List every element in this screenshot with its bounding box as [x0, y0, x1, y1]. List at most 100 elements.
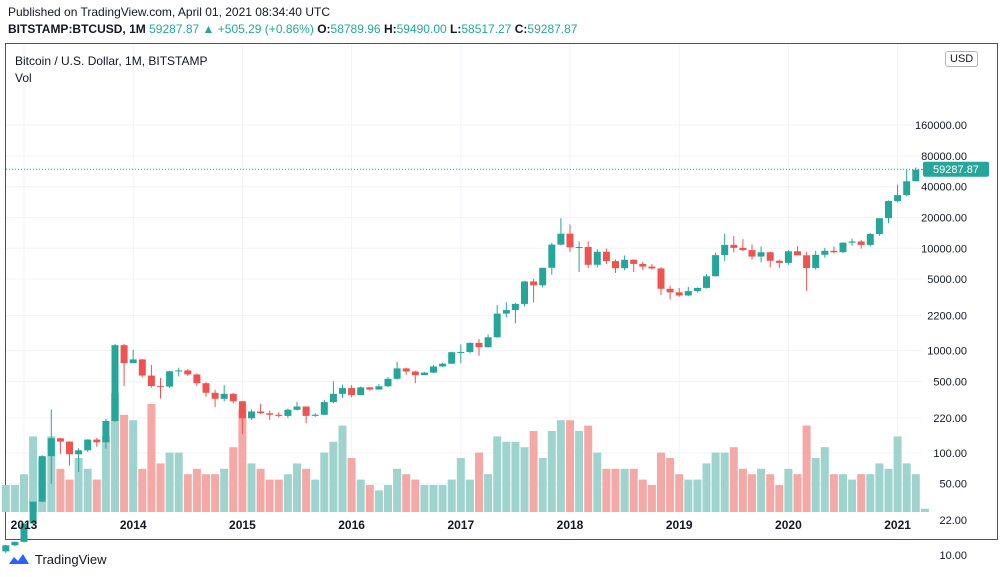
volume-bar — [411, 479, 420, 512]
tradingview-logo-icon — [9, 554, 29, 564]
candle-body — [66, 441, 73, 455]
y-tick-label: 10.00 — [939, 550, 967, 562]
volume-bar — [775, 485, 784, 512]
candle-body — [366, 387, 374, 390]
volume-bar — [147, 404, 156, 512]
footer: TradingView — [8, 550, 107, 568]
volume-bar — [347, 458, 356, 512]
volume-bar — [902, 463, 911, 512]
candle-body — [293, 406, 301, 410]
candle-body — [621, 259, 629, 269]
footer-brand: TradingView — [35, 551, 107, 567]
volume-bar — [283, 474, 292, 512]
volume-bar — [211, 474, 220, 512]
up-arrow-icon: ▲ — [202, 22, 215, 36]
candle-body — [20, 523, 28, 542]
volume-bar — [875, 463, 884, 512]
chart-frame[interactable] — [5, 43, 998, 540]
candle-body — [712, 255, 720, 277]
volume-bar — [92, 479, 101, 512]
high-label: H: — [383, 22, 397, 36]
x-tick-label: 2015 — [229, 518, 256, 532]
candle-body — [693, 287, 701, 292]
candle-body — [111, 345, 119, 422]
volume-bar — [129, 420, 138, 512]
candle-body — [812, 254, 820, 268]
last-price: 59287.87 — [149, 22, 200, 36]
volume-bar — [374, 490, 383, 512]
y-tick-label: 220.00 — [933, 413, 967, 425]
volume-bar — [766, 474, 775, 512]
volume-bar — [593, 452, 602, 512]
candle-body — [47, 438, 55, 457]
volume-bar — [20, 474, 28, 512]
volume-bar — [384, 485, 392, 512]
candle-body — [593, 251, 601, 265]
candle-body — [311, 414, 319, 416]
volume-bar — [547, 431, 556, 512]
candle-body — [420, 372, 428, 376]
x-tick-label: 2018 — [557, 518, 584, 532]
volume-bar — [365, 485, 374, 512]
volume-bar — [848, 479, 857, 512]
volume-bar — [484, 474, 493, 512]
low-value: 58517.27 — [461, 22, 512, 36]
volume-bar — [647, 485, 656, 512]
volume-bar — [247, 463, 256, 512]
candle-body — [857, 241, 865, 245]
volume-bar — [884, 468, 893, 512]
volume-bar — [511, 441, 520, 512]
volume-bar — [784, 468, 793, 512]
currency-button[interactable]: USD — [945, 51, 979, 67]
volume-bar — [538, 458, 547, 512]
candle-body — [721, 244, 729, 256]
candle-body — [657, 268, 665, 289]
volume-bar — [802, 425, 811, 512]
volume-bar — [438, 485, 447, 512]
volume-bar — [702, 463, 711, 512]
candle-body — [266, 413, 274, 415]
candle-body — [739, 247, 747, 251]
volume-bar — [684, 479, 693, 512]
candle-body — [557, 233, 565, 245]
volume-bar — [402, 474, 411, 512]
candle-body — [894, 195, 902, 202]
volume-bar — [156, 463, 165, 512]
candle-body — [493, 313, 501, 338]
volume-bar — [911, 474, 920, 512]
candles — [2, 167, 929, 554]
volume-bar — [566, 420, 574, 512]
candle-body — [284, 409, 292, 416]
volume-bar — [857, 474, 866, 512]
candle-body — [885, 201, 892, 219]
published-line: Published on TradingView.com, April 01, … — [8, 5, 330, 19]
candle-body — [675, 292, 683, 296]
y-tick-label: 1000.00 — [927, 346, 967, 358]
candle-body — [821, 250, 829, 255]
candle-body — [484, 337, 492, 348]
candle-body — [275, 414, 283, 416]
volume-bar — [520, 447, 529, 512]
candle-body — [794, 251, 801, 256]
volume-bar — [74, 458, 83, 512]
volume-bar — [475, 452, 483, 512]
y-tick-label: 20000.00 — [921, 213, 967, 225]
candle-body — [703, 276, 710, 288]
quote-line: BITSTAMP:BTCUSD, 1M 59287.87 ▲ +505.29 (… — [8, 22, 577, 36]
candle-body — [748, 250, 756, 257]
candle-body — [357, 387, 365, 396]
candle-body — [75, 450, 83, 455]
volume-bar — [738, 468, 747, 512]
candle-body — [329, 393, 337, 403]
volume-bar — [111, 393, 119, 512]
y-tick-label: 10000.00 — [921, 243, 967, 255]
y-tick-label: 80000.00 — [921, 151, 967, 163]
volume-bar — [465, 479, 474, 512]
volume-bar — [620, 468, 629, 512]
volume-bar — [666, 458, 675, 512]
candle-body — [548, 244, 556, 268]
volume-bar — [393, 468, 402, 512]
candle-body — [102, 421, 110, 443]
candle-body — [648, 266, 656, 269]
